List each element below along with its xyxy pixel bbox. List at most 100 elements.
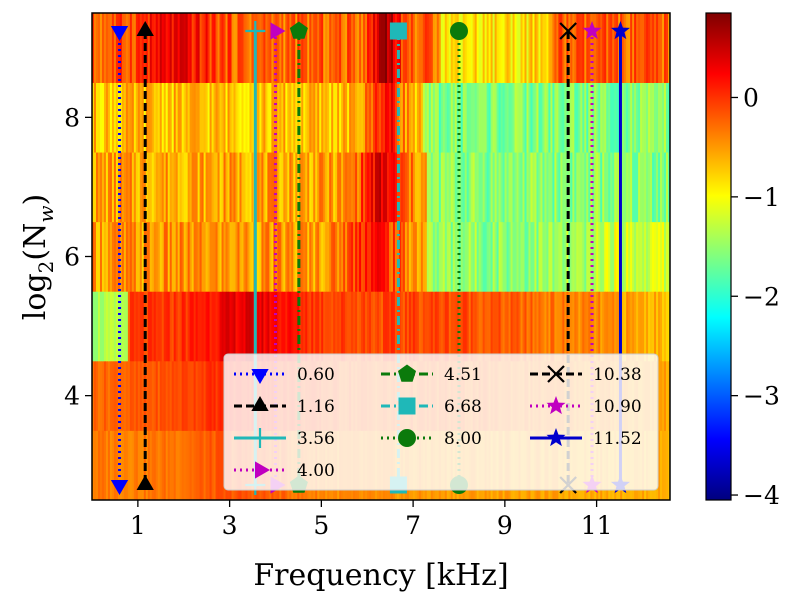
heatmap-cell <box>658 13 661 83</box>
heatmap-cell <box>562 221 565 292</box>
heatmap-cell <box>357 152 360 223</box>
heatmap-cell <box>554 291 557 362</box>
heatmap-cell <box>546 291 550 362</box>
heatmap-cell <box>287 152 290 223</box>
heatmap-cell <box>594 221 597 292</box>
heatmap-cell <box>448 82 452 153</box>
heatmap-cell <box>231 221 235 292</box>
heatmap-cell <box>291 221 294 292</box>
heatmap-cell <box>532 221 536 292</box>
heatmap-cell <box>626 13 629 83</box>
heatmap-cell <box>460 13 464 83</box>
heatmap-cell <box>169 291 173 362</box>
heatmap-cell <box>109 152 113 223</box>
heatmap-cell <box>217 152 221 223</box>
heatmap-cell <box>460 152 464 223</box>
heatmap-cell <box>532 152 536 223</box>
heatmap-cell <box>251 291 255 362</box>
heatmap-cell <box>614 152 617 223</box>
heatmap-cell <box>578 152 581 223</box>
heatmap-cell <box>590 13 593 83</box>
heatmap-cell <box>454 221 458 292</box>
heatmap-cell <box>528 291 532 362</box>
colorbar-tick-label: −1 <box>743 183 780 212</box>
heatmap-cell <box>594 291 597 362</box>
heatmap-cell <box>388 221 392 292</box>
heatmap-cell <box>572 221 575 292</box>
heatmap-cell <box>341 82 344 153</box>
heatmap-cell <box>207 360 211 431</box>
heatmap-cell <box>430 82 434 153</box>
heatmap-cell <box>546 82 550 153</box>
heatmap-cell <box>422 152 426 223</box>
heatmap-cell <box>414 82 418 153</box>
heatmap-cell <box>365 221 368 292</box>
heatmap-cell <box>488 221 492 292</box>
heatmap-cell <box>506 221 510 292</box>
heatmap-cell <box>107 152 111 223</box>
heatmap-cell <box>416 13 420 83</box>
heatmap-cell <box>394 152 398 223</box>
heatmap-cell <box>123 291 127 362</box>
heatmap-cell <box>343 13 346 83</box>
heatmap-cell <box>309 82 312 153</box>
heatmap-cell <box>474 13 478 83</box>
heatmap-cell <box>209 291 213 362</box>
heatmap-cell <box>161 82 165 153</box>
heatmap-cell <box>542 13 546 83</box>
heatmap-cell <box>422 291 426 362</box>
heatmap-cell <box>127 13 131 83</box>
heatmap-cell <box>456 221 460 292</box>
heatmap-cell <box>95 430 99 500</box>
heatmap-cell <box>203 430 207 500</box>
heatmap-cell <box>109 430 113 500</box>
heatmap-cell <box>468 82 472 153</box>
heatmap-cell <box>263 13 266 83</box>
heatmap-cell <box>580 152 583 223</box>
heatmap-cell <box>327 13 330 83</box>
heatmap-cell <box>92 291 95 362</box>
heatmap-cell <box>518 13 522 83</box>
heatmap-cell <box>484 82 488 153</box>
heatmap-cell <box>343 152 346 223</box>
heatmap-cell <box>574 221 577 292</box>
marker-top-point <box>245 21 266 41</box>
heatmap-cell <box>279 221 282 292</box>
heatmap-cell <box>444 221 448 292</box>
heatmap-cell <box>141 360 145 431</box>
heatmap-cell <box>331 13 334 83</box>
heatmap-cell <box>321 221 324 292</box>
heatmap-cell <box>139 291 143 362</box>
heatmap-cell <box>223 291 227 362</box>
heatmap-cell <box>133 221 137 292</box>
heatmap-cell <box>131 152 135 223</box>
heatmap-cell <box>193 430 197 500</box>
heatmap-cell <box>329 13 332 83</box>
heatmap-cell <box>193 221 197 292</box>
heatmap-cell <box>652 291 655 362</box>
heatmap-cell <box>490 13 494 83</box>
heatmap-cell <box>662 13 665 83</box>
heatmap-cell <box>634 13 637 83</box>
heatmap-cell <box>654 13 657 83</box>
heatmap-cell <box>454 82 458 153</box>
heatmap-cell <box>379 152 382 223</box>
heatmap-cell <box>183 360 187 431</box>
heatmap-cell <box>307 13 310 83</box>
heatmap-cell <box>504 221 508 292</box>
heatmap-cell <box>135 13 139 83</box>
heatmap-cell <box>145 430 149 500</box>
heatmap-cell <box>656 152 659 223</box>
heatmap-cell <box>664 152 667 223</box>
heatmap-cell <box>169 221 173 292</box>
heatmap-cell <box>468 291 472 362</box>
heatmap-cell <box>219 430 223 500</box>
heatmap-cell <box>205 82 209 153</box>
heatmap-cell <box>504 82 508 153</box>
heatmap-cell <box>464 82 468 153</box>
heatmap-cell <box>586 82 589 153</box>
heatmap-cell <box>211 152 215 223</box>
heatmap-cell <box>430 13 434 83</box>
heatmap-cell <box>375 13 378 83</box>
heatmap-cell <box>500 152 504 223</box>
